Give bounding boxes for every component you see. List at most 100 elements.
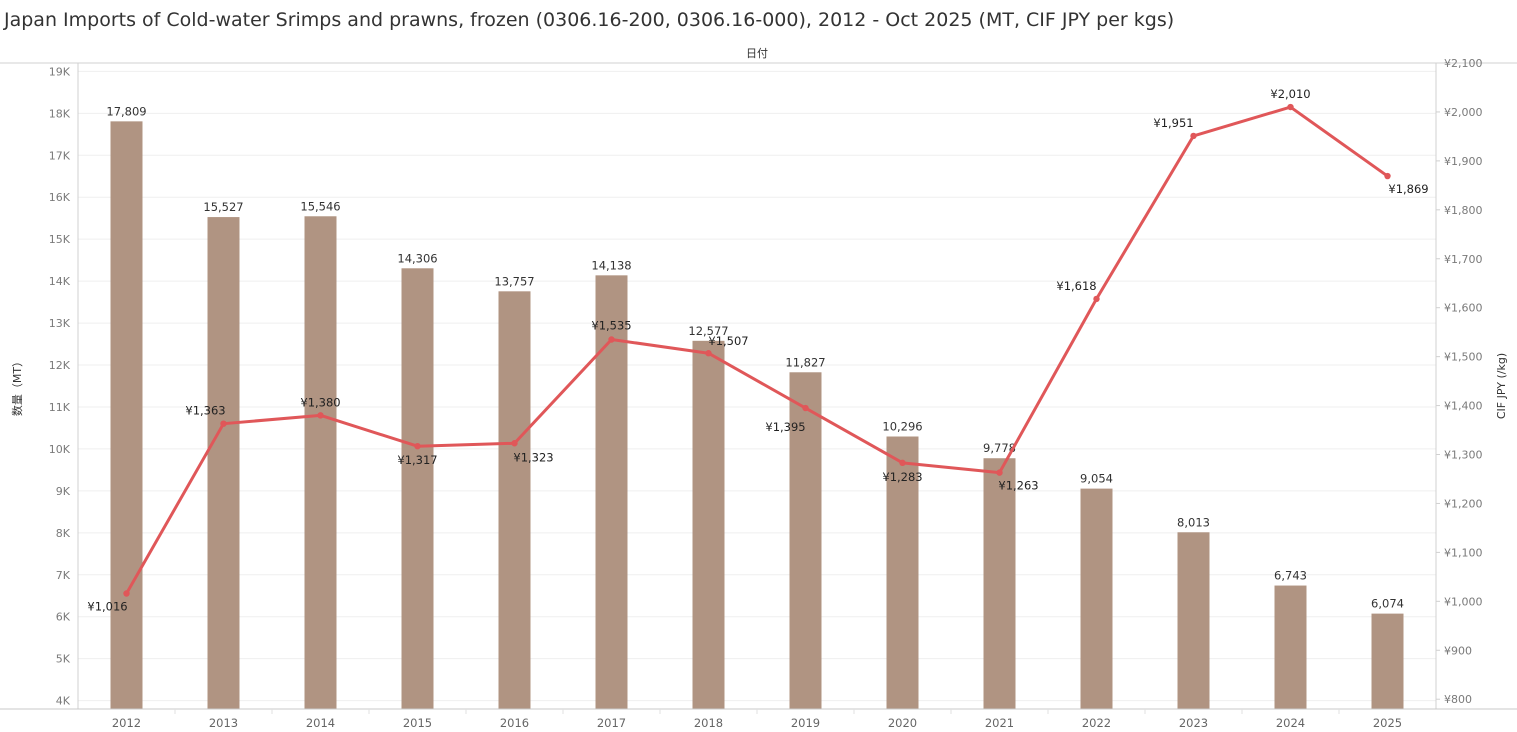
y-right-tick-label: ¥800 [1444,693,1472,706]
bar-value-label: 11,827 [785,355,825,369]
axes: 日付 数量（MT） CIF JPY (/kg) [0,47,1517,710]
price-value-label: ¥1,869 [1388,182,1428,196]
y-left-tick-label: 11K [49,401,71,414]
bar[interactable] [1080,488,1113,709]
y-left-tick-label: 10K [49,443,71,456]
price-value-label: ¥1,016 [87,600,127,614]
y-left-tick-label: 17K [49,149,71,162]
price-point[interactable] [123,590,130,597]
x-tick-label: 2020 [888,716,917,730]
bar[interactable] [886,436,919,709]
price-point[interactable] [705,350,712,357]
bar[interactable] [595,275,628,709]
y-right-tick-label: ¥1,900 [1444,155,1483,168]
x-tick-label: 2017 [597,716,626,730]
price-value-label: ¥1,323 [513,450,553,464]
bar-value-label: 10,296 [882,420,922,434]
bar[interactable] [1371,613,1404,709]
x-tick-label: 2022 [1082,716,1111,730]
y-right-ticks: ¥800 ¥900 ¥1,000 ¥1,100 ¥1,200 ¥1,300 ¥1,400 ¥1… [1436,57,1483,706]
price-value-label: ¥2,010 [1270,87,1310,101]
price-point[interactable] [1384,172,1391,180]
x-tick-label: 2013 [209,716,238,730]
y-right-tick-label: ¥1,100 [1444,546,1483,559]
y-left-axis-title: 数量（MT） [11,356,24,416]
x-axis-title: 日付 [746,47,768,60]
bar-value-label: 6,074 [1371,597,1404,611]
price-point[interactable] [414,442,421,450]
x-tick-label: 2023 [1179,716,1208,730]
y-right-tick-label: ¥1,500 [1444,351,1483,364]
y-right-tick-label: ¥1,200 [1444,497,1483,510]
bar[interactable] [789,372,822,709]
bar[interactable] [692,340,725,709]
bar[interactable] [110,121,143,710]
price-value-label: ¥1,363 [185,404,225,418]
bar-value-label: 8,013 [1177,515,1210,529]
x-tick-label: 2019 [791,716,820,730]
y-left-tick-label: 14K [49,275,71,288]
y-left-tick-label: 4K [56,695,71,708]
bar[interactable] [1274,585,1307,709]
y-right-tick-label: ¥1,600 [1444,302,1483,315]
y-left-tick-label: 13K [49,317,71,330]
bar[interactable] [498,291,531,709]
bar[interactable] [983,458,1016,709]
bar-value-label: 9,778 [983,441,1016,455]
price-point[interactable] [802,404,809,412]
price-value-label: ¥1,380 [300,395,340,409]
y-left-tick-label: 15K [49,233,71,246]
price-point[interactable] [1190,132,1197,140]
x-tick-label: 2018 [694,716,723,730]
price-point[interactable] [996,469,1003,476]
price-point[interactable] [511,440,518,447]
y-left-tick-label: 7K [56,569,71,582]
y-right-tick-label: ¥2,100 [1444,57,1483,70]
price-value-label: ¥1,395 [765,420,805,434]
y-left-tick-label: 19K [49,65,71,78]
price-value-label: ¥1,507 [708,334,748,348]
bar[interactable] [401,268,434,709]
y-left-tick-label: 12K [49,359,71,372]
bar-value-label: 13,757 [494,274,534,288]
chart-title: Japan Imports of Cold-water Srimps and p… [4,9,1175,31]
bar-labels: 17,809 15,527 15,546 14,306 13,757 14,138 12,5… [106,104,1404,610]
x-tick-label: 2024 [1276,716,1305,730]
price-value-label: ¥1,263 [998,479,1038,493]
bar-value-label: 12,577 [688,324,728,338]
bar-value-label: 14,306 [397,251,437,265]
x-tick-label: 2025 [1373,716,1402,730]
y-left-tick-label: 18K [49,107,71,120]
bar[interactable] [1177,532,1210,709]
price-point[interactable] [608,336,615,343]
y-left-ticks: 4K 5K 6K 7K 8K 9K 10K 11K 12K 13K 14K 15K 16K 17K 18K 1… [49,65,71,707]
bar[interactable] [207,217,240,709]
price-value-label: ¥1,618 [1056,279,1096,293]
y-right-axis-title: CIF JPY (/kg) [1495,353,1508,419]
price-line-series [123,103,1391,597]
x-ticks: 2012 2013 2014 2015 2016 2017 2018 2019 2020 2021… [112,709,1402,730]
price-value-label: ¥1,951 [1153,116,1193,130]
price-value-label: ¥1,283 [882,470,922,484]
price-value-label: ¥1,317 [397,453,437,467]
bar-value-label: 15,527 [203,200,243,214]
price-point[interactable] [317,412,324,419]
price-point[interactable] [1093,295,1100,303]
price-line [125,105,1389,595]
y-right-tick-label: ¥900 [1444,644,1472,657]
y-right-tick-label: ¥1,700 [1444,253,1483,266]
bar-value-label: 6,743 [1274,569,1307,583]
bar[interactable] [304,216,337,709]
y-right-tick-label: ¥1,000 [1444,595,1483,608]
gridlines [78,70,1436,702]
price-point[interactable] [899,459,906,467]
price-point[interactable] [220,420,227,427]
bar-value-label: 15,546 [300,199,340,213]
x-tick-label: 2021 [985,716,1014,730]
y-left-tick-label: 8K [56,527,71,540]
price-point[interactable] [1287,103,1294,111]
bar-value-label: 14,138 [591,258,631,272]
y-left-tick-label: 9K [56,485,71,498]
price-labels: ¥1,016 ¥1,363 ¥1,380 ¥1,317 ¥1,323 ¥1,535 ¥1,5… [87,87,1428,613]
